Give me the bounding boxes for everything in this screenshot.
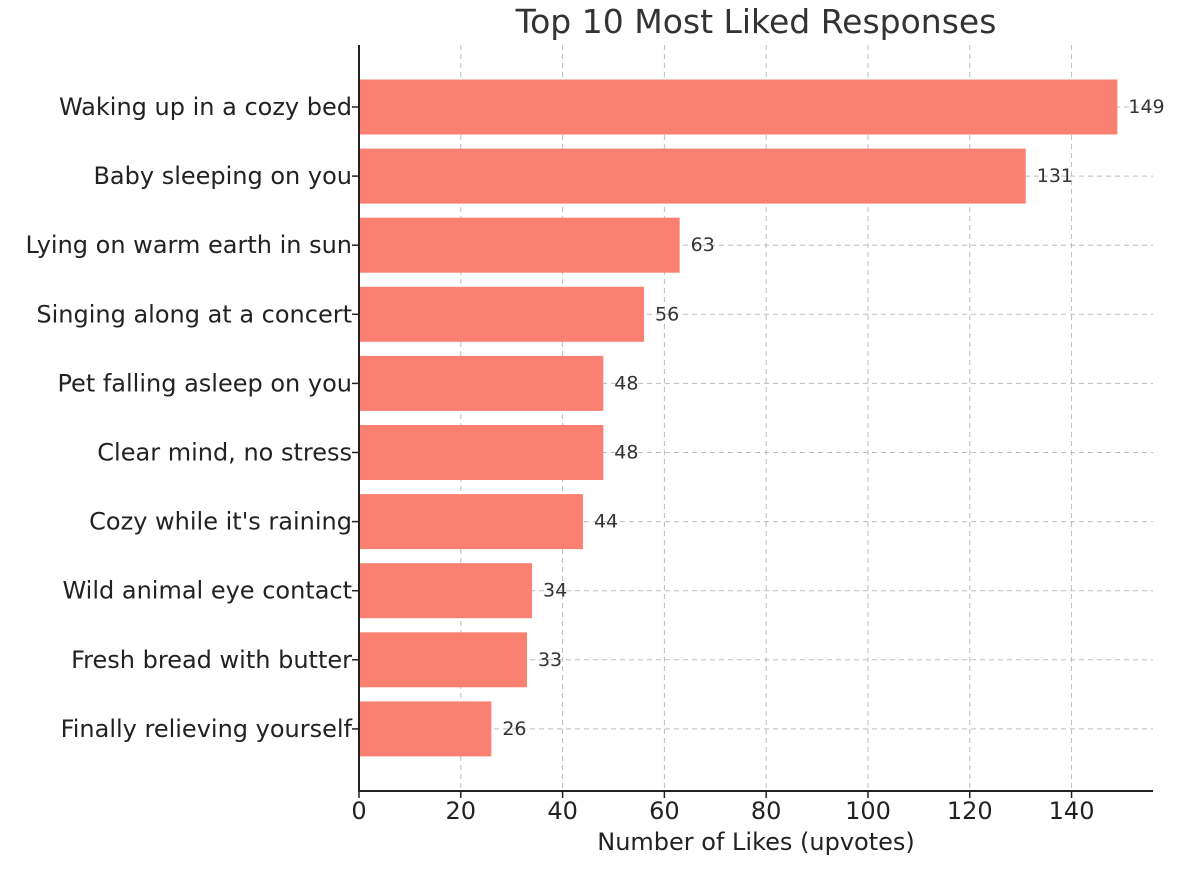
bar — [359, 701, 492, 757]
x-tick-label: 120 — [947, 797, 993, 825]
bar-value-label: 44 — [594, 511, 618, 533]
category-label: Baby sleeping on you — [93, 162, 352, 190]
bar-value-label: 48 — [614, 442, 638, 464]
bar-value-label: 63 — [691, 234, 715, 256]
category-label: Singing along at a concert — [36, 300, 352, 328]
category-label: Cozy while it's raining — [89, 508, 352, 536]
bar — [359, 563, 533, 619]
bar — [359, 425, 604, 480]
bar-value-label: 149 — [1128, 96, 1164, 118]
x-tick-label: 140 — [1049, 797, 1095, 825]
bars — [359, 79, 1118, 757]
x-tick-label: 0 — [351, 797, 366, 825]
bar-value-label: 56 — [655, 303, 679, 325]
bar — [359, 148, 1026, 204]
bar — [359, 632, 527, 688]
bar-value-label: 131 — [1037, 165, 1073, 187]
bar-value-label: 48 — [614, 372, 638, 394]
bar — [359, 355, 604, 411]
data-labels: 149 131 63 56 48 48 44 34 33 26 — [502, 96, 1164, 740]
category-label: Pet falling asleep on you — [57, 369, 352, 397]
x-tick-label: 60 — [649, 797, 680, 825]
axes — [358, 45, 1153, 792]
category-label: Waking up in a cozy bed — [59, 93, 352, 121]
category-label: Clear mind, no stress — [97, 439, 352, 467]
bar — [359, 494, 583, 550]
bar-value-label: 26 — [502, 718, 526, 740]
category-label: Finally relieving yourself — [61, 715, 353, 743]
category-label: Fresh bread with butter — [71, 646, 352, 674]
x-axis-ticks: 0 20 40 60 80 100 120 140 — [351, 106, 1095, 825]
chart-title: Top 10 Most Liked Responses — [515, 2, 997, 41]
x-tick-label: 20 — [446, 797, 477, 825]
bar — [359, 79, 1118, 135]
category-label: Wild animal eye contact — [62, 577, 352, 605]
x-tick-label: 40 — [547, 797, 578, 825]
x-tick-label: 100 — [845, 797, 891, 825]
category-labels: Waking up in a cozy bed Baby sleeping on … — [26, 93, 353, 743]
bar — [359, 286, 645, 342]
bar-value-label: 34 — [543, 580, 567, 602]
x-axis-label: Number of Likes (upvotes) — [597, 828, 915, 856]
bar-value-label: 33 — [538, 649, 562, 671]
category-label: Lying on warm earth in sun — [26, 231, 352, 259]
x-tick-label: 80 — [751, 797, 782, 825]
bar — [359, 217, 680, 273]
